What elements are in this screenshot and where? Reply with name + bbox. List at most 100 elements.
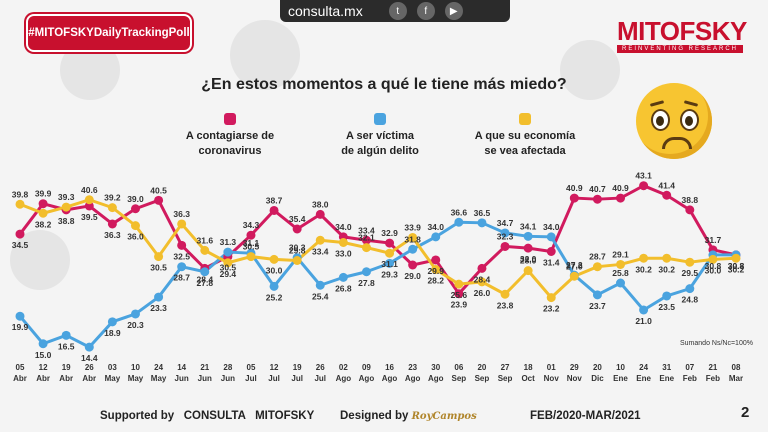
x-tick-day: 30 [431,363,440,372]
data-point [431,265,441,274]
x-tick-day: 20 [477,363,486,372]
data-point [15,311,25,321]
data-point [269,205,279,215]
page-number: 2 [741,404,750,421]
data-point [454,279,464,289]
data-label: 39.2 [104,193,121,203]
data-label: 23.7 [589,301,606,311]
x-tick-month: Jul [314,374,326,383]
data-label: 36.5 [474,208,491,218]
data-point [569,193,579,203]
data-point [408,232,418,242]
x-tick-month: Abr [36,374,50,383]
data-point [38,199,48,209]
data-point [685,257,695,267]
x-tick-day: 14 [177,363,186,372]
data-label: 29.3 [381,269,398,279]
twitter-icon[interactable]: t [388,2,407,20]
data-label: 23.5 [658,302,675,312]
supported-label: Supported by [100,410,175,422]
data-label: 28.0 [520,256,537,266]
data-label: 28.2 [427,276,444,286]
data-point [454,289,464,299]
data-label: 14.4 [81,353,98,363]
background-virus-shape [560,40,620,100]
data-point [639,305,649,315]
data-point [685,205,695,215]
x-tick-day: 31 [662,363,671,372]
data-point [292,224,302,234]
data-point [177,262,187,272]
data-label: 31.7 [705,235,722,245]
x-tick-month: Feb [683,374,697,383]
data-point [130,309,140,319]
data-point [154,252,164,262]
data-label: 29.5 [682,268,699,278]
x-tick-month: Sep [452,374,467,383]
data-label: 30.5 [243,242,260,252]
consulta-label: CONSULTA [183,410,246,422]
data-label: 25.4 [312,291,329,301]
footer-designed: Designed by RoyCampos [340,410,477,422]
x-tick-month: Jul [291,374,303,383]
x-tick-day: 05 [247,363,256,372]
x-tick-day: 07 [685,363,694,372]
data-label: 41.4 [658,180,675,190]
data-label: 39.5 [81,212,98,222]
data-label: 33.9 [404,222,421,232]
data-point [223,258,233,268]
x-tick-day: 24 [154,363,163,372]
data-label: 36.0 [127,232,144,242]
data-point [84,201,94,211]
data-point [408,244,418,254]
data-label: 34.7 [497,218,514,228]
data-label: 38.0 [312,199,329,209]
worried-face-icon [636,83,712,159]
data-label: 36.6 [451,207,468,217]
data-point [546,247,556,256]
data-label: 38.8 [682,195,699,205]
data-label: 31.6 [197,235,214,245]
data-point [107,317,117,327]
data-point [500,228,510,238]
x-tick-month: Ago [382,374,398,383]
data-point [177,219,187,229]
data-point [616,278,626,288]
x-tick-day: 16 [385,363,394,372]
data-point [477,263,487,273]
data-label: 34.1 [520,221,537,231]
data-label: 28.7 [173,273,190,283]
data-point [546,293,556,303]
x-tick-day: 08 [732,363,741,372]
data-point [107,219,117,229]
data-label: 34.0 [543,222,560,232]
facebook-icon[interactable]: f [416,2,435,20]
x-tick-day: 18 [524,363,533,372]
legend-label: A ser víctima [345,130,415,142]
data-point [431,255,441,265]
data-point [500,241,510,251]
data-label: 40.9 [612,183,629,193]
data-label: 39.3 [58,192,75,202]
data-label: 18.9 [104,328,121,338]
designed-label: Designed by [340,410,409,422]
data-point [269,281,279,291]
data-label: 32.3 [497,231,514,241]
data-point [246,230,256,240]
x-tick-month: Sep [498,374,513,383]
x-tick-month: May [105,374,121,383]
data-label: 23.8 [497,300,514,310]
data-label: 40.5 [150,185,167,195]
x-tick-month: Jun [175,374,189,383]
data-point [154,195,164,205]
x-tick-month: Jul [245,374,257,383]
data-point [15,199,25,209]
youtube-icon[interactable]: ▶ [444,2,463,20]
data-label: 27.2 [566,260,583,270]
site-link[interactable]: consulta.mx [288,3,363,19]
data-label: 26.0 [474,288,491,298]
data-label: 24.8 [682,295,699,305]
data-label: 31.1 [243,238,260,248]
data-label: 30.2 [728,264,745,274]
data-point [477,277,487,287]
